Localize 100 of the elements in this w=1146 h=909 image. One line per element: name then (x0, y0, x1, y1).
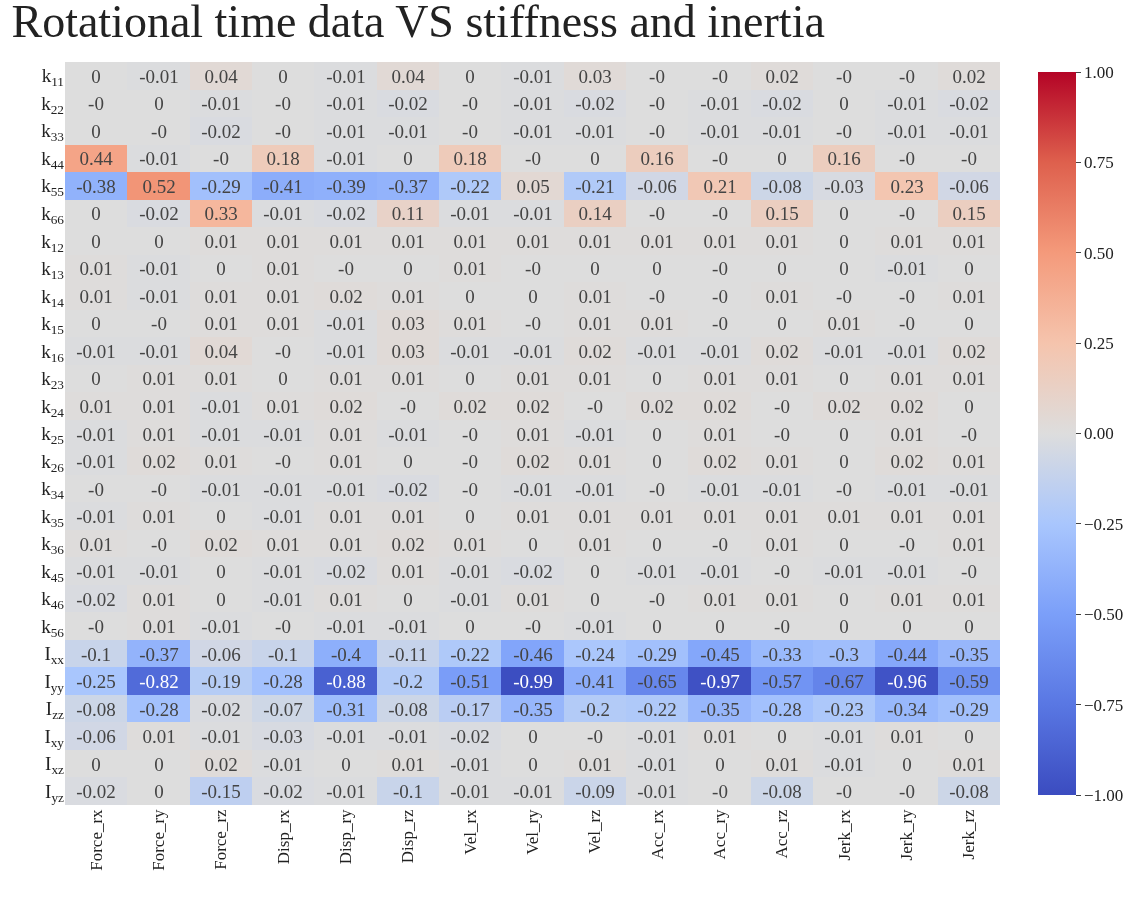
data-label: 0.01 (890, 230, 924, 252)
data-label: -0 (649, 65, 665, 87)
data-label: 0.01 (79, 533, 113, 555)
data-label: 0 (528, 533, 538, 555)
data-label: 0 (403, 257, 413, 279)
data-label: -0.01 (513, 65, 553, 87)
data-label: -0.01 (513, 780, 553, 802)
data-label: 0 (154, 92, 164, 114)
data-label: -0.01 (450, 202, 490, 224)
data-label: -0.02 (388, 478, 428, 500)
data-label: 0 (528, 753, 538, 775)
data-label: -0 (151, 312, 167, 334)
data-label: 0.03 (391, 312, 425, 334)
data-label: 0.01 (765, 505, 799, 527)
data-label: -0.41 (575, 670, 615, 692)
data-label: -0.01 (76, 560, 116, 582)
data-label: -0.01 (887, 478, 927, 500)
data-label: 0.02 (952, 340, 986, 362)
data-label: 0.01 (578, 312, 612, 334)
data-label: 0 (652, 367, 662, 389)
data-label: -0.01 (139, 560, 179, 582)
data-label: -0.01 (450, 753, 490, 775)
data-label: -0 (275, 615, 291, 637)
data-label: 0.01 (827, 312, 861, 334)
data-label: 0.23 (890, 175, 924, 197)
data-label: -0 (462, 120, 478, 142)
data-label: 0.01 (204, 312, 238, 334)
y-tick-label: k$_{25}$ (41, 423, 65, 448)
x-tick-label: Disp_ry (336, 808, 356, 865)
data-label: -0.37 (388, 175, 428, 197)
data-label: -0.03 (824, 175, 864, 197)
y-tick-label: k$_{33}$ (41, 120, 65, 145)
data-label: -0.01 (762, 478, 802, 500)
data-label: -0 (712, 285, 728, 307)
color-bar-label: −0.25 (1083, 514, 1124, 534)
data-label: -0 (712, 65, 728, 87)
data-label: 0.01 (952, 533, 986, 555)
data-label: -0 (836, 65, 852, 87)
data-label: 0.03 (578, 65, 612, 87)
data-label: -0.57 (762, 670, 802, 692)
data-label: -0.09 (575, 780, 615, 802)
data-label: 0.01 (142, 725, 176, 747)
data-label: -0.01 (824, 560, 864, 582)
data-label: -0.02 (139, 202, 179, 224)
data-label: -0.02 (201, 698, 241, 720)
data-label: 0 (902, 753, 912, 775)
data-label: -0 (88, 92, 104, 114)
data-label: 0.33 (204, 202, 238, 224)
data-label: -0 (899, 202, 915, 224)
data-label: -0.01 (637, 725, 677, 747)
data-label: -0 (525, 615, 541, 637)
data-label: -0 (275, 120, 291, 142)
data-label: -0.45 (700, 643, 740, 665)
data-label: 0.01 (578, 533, 612, 555)
data-label: -0.25 (76, 670, 116, 692)
data-label: -0.02 (326, 560, 366, 582)
y-tick-label: k$_{46}$ (41, 588, 65, 613)
data-label: -0.3 (828, 643, 860, 665)
data-label: -0 (151, 533, 167, 555)
data-label: -0.02 (388, 92, 428, 114)
data-label: -0.01 (637, 340, 677, 362)
data-label: -0 (712, 147, 728, 169)
y-tick-label: I$_{xz}$ (45, 753, 65, 778)
data-label: -0.01 (263, 588, 303, 610)
data-label: -0.01 (700, 92, 740, 114)
data-label: 0.02 (516, 450, 550, 472)
data-label: 0.01 (329, 533, 363, 555)
data-label: 0.01 (890, 588, 924, 610)
data-label: 0.01 (578, 753, 612, 775)
data-label: -0.01 (139, 65, 179, 87)
data-label: -0.01 (326, 615, 366, 637)
x-tick-label: Vel_rz (585, 808, 605, 854)
data-label: 0.01 (329, 367, 363, 389)
data-label: -0.31 (326, 698, 366, 720)
data-label: -0.01 (513, 202, 553, 224)
data-label: 0 (777, 312, 787, 334)
data-label: 0.02 (952, 65, 986, 87)
data-label: -0 (774, 615, 790, 637)
data-label: -0.01 (263, 505, 303, 527)
data-label: 0.01 (266, 257, 300, 279)
y-tick-label: k$_{34}$ (41, 478, 65, 503)
data-label: 0.01 (952, 230, 986, 252)
data-label: 0.04 (204, 65, 239, 87)
data-label: -0.01 (388, 615, 428, 637)
data-label: -0.1 (392, 780, 424, 802)
data-label: 0.01 (952, 588, 986, 610)
data-label: -0.01 (326, 92, 366, 114)
data-label: -0.01 (326, 65, 366, 87)
data-label: -0.01 (887, 340, 927, 362)
data-label: -0.01 (326, 312, 366, 334)
y-tick-label: k$_{56}$ (41, 615, 65, 640)
data-label: 0 (465, 615, 475, 637)
data-label: -0 (774, 423, 790, 445)
data-label: 0.01 (890, 367, 924, 389)
data-label: -0.29 (201, 175, 241, 197)
data-label: -0.01 (575, 615, 615, 637)
data-label: -0 (525, 312, 541, 334)
data-label: 0 (403, 588, 413, 610)
data-label: -0 (961, 560, 977, 582)
data-label: 0.01 (266, 533, 300, 555)
